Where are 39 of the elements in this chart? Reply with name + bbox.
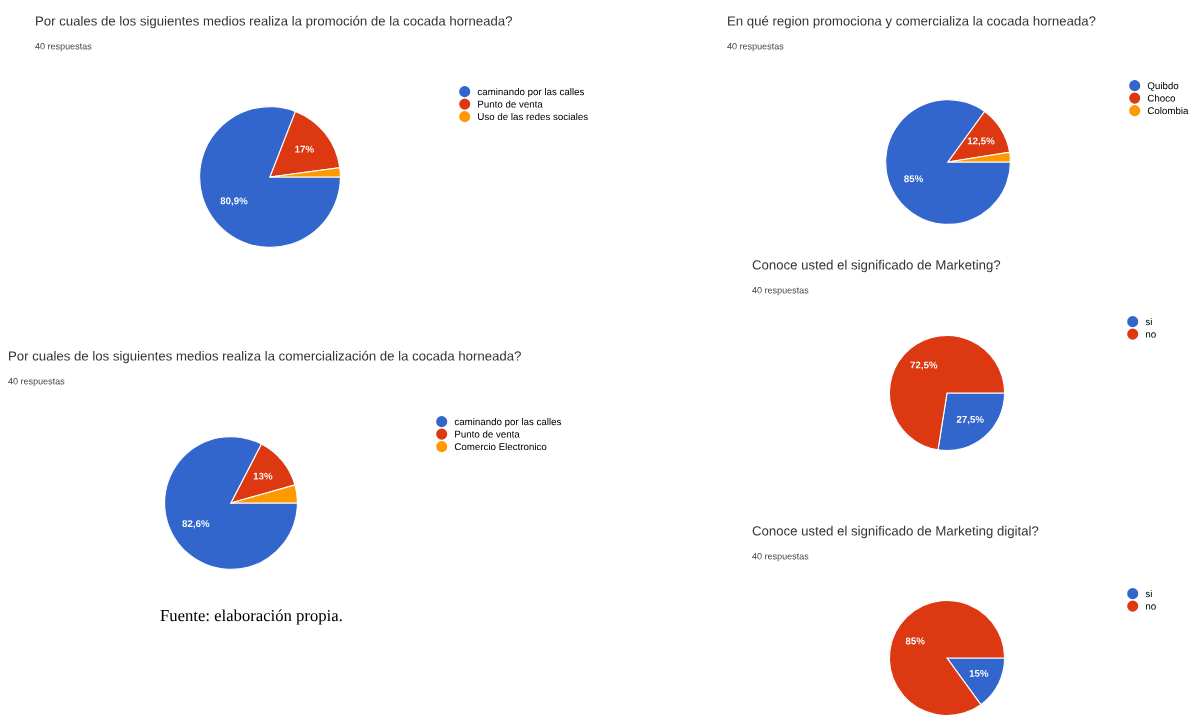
legend-label: Punto de venta [455,430,520,438]
data-label: 72,5% [910,361,938,370]
chart-title: Por cuales de los siguientes medios realiza la comercialización de la cocada horneada? [9,350,521,364]
text: 40 respuestas [8,378,65,387]
legend-label: si [1145,590,1152,598]
pie-slice [885,99,1011,225]
data-label: 13% [253,472,273,480]
text: 40 respuestas [35,43,92,52]
data-label: 17% [295,145,314,153]
legend-label: no [1146,604,1156,610]
data-label: 85% [904,175,923,183]
data-label: 82,6% [182,520,210,529]
data-label: 80,9% [220,197,248,206]
text: 40 respuestas [752,287,809,296]
legend-label: Punto de venta [478,100,543,108]
pie-slice [888,334,1006,451]
legend-label: Comercio Electronico [454,442,547,451]
chart-title: En qué region promociona y comercializa la cocada horneada? [728,15,1096,29]
legend-label: Choco [1147,94,1176,102]
data-label: 12,5% [967,137,995,146]
text: 40 respuestas [752,553,809,562]
data-label: 27,5% [956,415,984,425]
data-label: 85% [905,637,925,645]
legend-label: Quibdo [1147,82,1179,91]
chart-title: Por cuales de los siguientes medios realiza la promoción de la cocada horneada? [36,15,512,29]
legend-label: Colombia [1147,106,1189,115]
chart-title: Conoce usted el significado de Marketing digital? [752,525,1039,539]
chart-title: Conoce usted el significado de Marketing? [752,259,1001,273]
legend-label: no [1146,332,1156,338]
text: 40 respuestas [727,43,784,52]
legend-label: caminando por las calles [477,88,585,98]
legend-label: si [1145,318,1152,326]
legend-label: caminando por las calles [454,418,562,428]
pie-slice [888,599,1006,717]
pie-slice [164,436,298,570]
source-note: Fuente: elaboración propia. [160,609,342,625]
data-label: 15% [969,669,989,677]
legend-label: Uso de las redes sociales [478,112,588,121]
pie-slice [199,106,341,248]
